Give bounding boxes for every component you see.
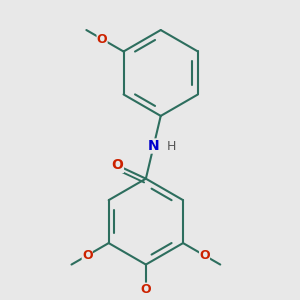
Text: O: O <box>112 158 123 172</box>
Text: O: O <box>82 249 92 262</box>
Text: O: O <box>141 283 151 296</box>
Text: N: N <box>148 139 159 153</box>
Text: O: O <box>199 249 210 262</box>
Text: H: H <box>167 140 176 152</box>
Text: O: O <box>97 33 107 46</box>
